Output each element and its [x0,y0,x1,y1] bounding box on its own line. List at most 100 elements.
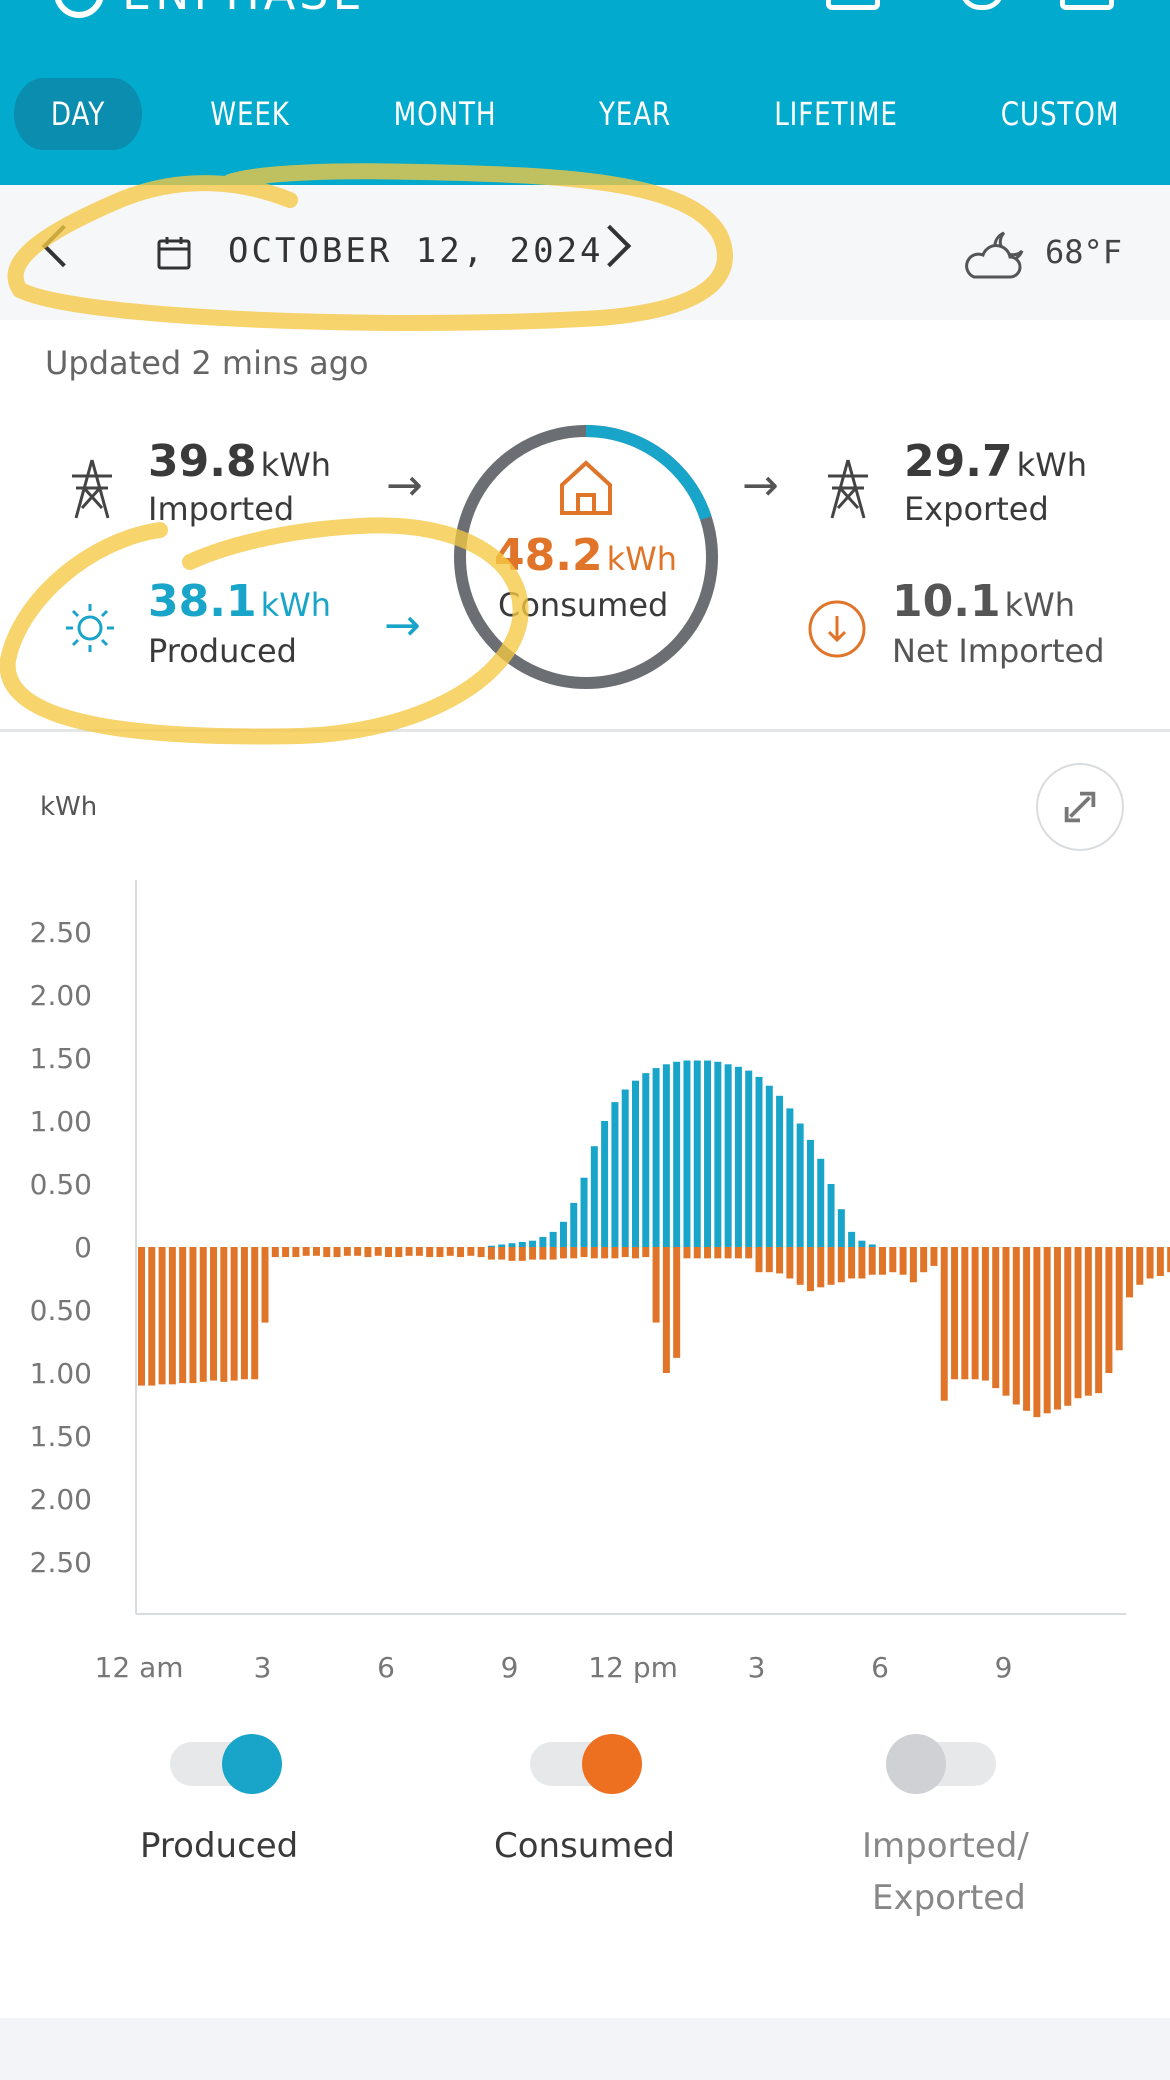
consumed-bar [364,1247,372,1258]
consumed-bar [426,1247,434,1258]
chart-ylabel: kWh [40,792,98,822]
transmission-tower-icon [72,459,112,519]
produced-bar [858,1240,866,1247]
calendar-icon[interactable] [156,235,192,271]
consumed-bar [786,1247,794,1279]
consumed-bar [930,1247,938,1266]
tab-year[interactable]: YEAR [598,95,672,133]
tab-month[interactable]: MONTH [393,95,497,133]
consumed-bar [168,1247,176,1385]
date-label[interactable]: OCTOBER 12, 2024 [228,231,604,271]
x-tick-label: 3 [748,1651,766,1684]
imported-unit: kWh [260,446,332,484]
x-tick-label: 12 pm [588,1651,678,1684]
consumed-bar [570,1247,578,1259]
produced-bar [734,1066,742,1247]
consumed-bar [405,1247,413,1256]
tab-lifetime[interactable]: LIFETIME [774,95,898,133]
consumed-bar [992,1247,1000,1389]
inbox-icon[interactable] [826,0,880,10]
consumed-bar [374,1247,382,1256]
consumed-label: Consumed [498,586,669,624]
produced-bar [683,1060,691,1247]
net-imported-number: 10.1 [892,576,1001,627]
house-icon [560,460,612,515]
consumed-bar [549,1247,557,1260]
consumed-bar [621,1247,629,1258]
toggle-knob [222,1734,282,1794]
consumed-bar [734,1247,742,1259]
consumed-bar [724,1247,732,1259]
consumed-value: 48.2 kWh [494,530,677,581]
consumed-bar [333,1247,341,1258]
temperature-label: 68°F [1045,233,1123,271]
consumed-toggle[interactable] [530,1734,642,1794]
chevron-left-icon[interactable] [41,224,85,268]
consumed-bar [138,1247,145,1386]
exported-value: 29.7 kWh [904,436,1087,487]
consumed-bar [271,1247,279,1258]
consumed-bar [477,1247,485,1258]
consumed-bar [1064,1247,1072,1406]
x-tick-label: 9 [995,1651,1013,1684]
produced-bar [724,1064,732,1247]
produced-bar [580,1177,588,1247]
produced-bar [817,1158,825,1247]
y-tick-label: 2.00 [30,1483,92,1516]
expand-icon[interactable] [1036,763,1124,851]
consumed-bar [920,1247,928,1273]
x-tick-label: 12 am [95,1651,184,1684]
produced-toggle[interactable] [170,1734,282,1794]
consumed-bar [240,1247,248,1380]
consumed-bar [518,1247,526,1261]
consumed-bars [138,1247,1170,1418]
consumed-bar [1084,1247,1092,1396]
consumed-bar [1033,1247,1041,1418]
produced-bar [755,1076,763,1247]
consumed-bar [1156,1247,1164,1276]
consumed-bar [611,1247,619,1259]
net-imported-unit: kWh [1004,586,1076,624]
arrow-right-icon: → [742,460,779,511]
partly-cloudy-night-icon [965,231,1024,279]
chat-icon[interactable] [1060,0,1114,10]
consumed-bar [971,1247,979,1380]
consumed-bar [755,1247,763,1273]
x-tick-label: 9 [501,1651,519,1684]
divider [0,729,1170,732]
consumed-bar [683,1247,691,1259]
consumed-bar [909,1247,917,1283]
produced-bar [765,1085,773,1247]
tab-week[interactable]: WEEK [210,95,290,133]
tab-day[interactable]: DAY [14,78,142,150]
consumed-bar [889,1247,897,1273]
consumed-number: 48.2 [494,530,603,581]
produced-bar [539,1236,547,1247]
produced-bar [601,1121,609,1247]
enphase-logo-icon [54,0,104,18]
y-tick-label: 0.50 [30,1168,92,1201]
consumed-bar [858,1247,866,1279]
consumed-bar [1053,1247,1061,1410]
y-tick-label: 1.00 [30,1105,92,1138]
imported-exported-toggle[interactable] [886,1734,996,1794]
produced-bar [632,1080,639,1247]
consumed-bar [1002,1247,1010,1396]
consumed-bar [343,1247,351,1256]
y-tick-label: 0.50 [30,1294,92,1327]
consumed-bar [940,1247,948,1401]
produced-bar [559,1221,567,1247]
consumed-bar [251,1247,259,1380]
tab-custom[interactable]: CUSTOM [1000,95,1120,133]
produced-bar [549,1231,557,1247]
y-tick-label: 0 [74,1231,92,1264]
app-header: ENPHASE DAY WEEK MONTH YEAR LIFETIME CUS… [0,0,1170,185]
exported-number: 29.7 [904,436,1013,487]
produced-bar [611,1102,619,1247]
consumed-bar [210,1247,218,1381]
consumed-bar [868,1247,876,1275]
phone-icon[interactable] [960,0,1004,10]
consumed-bar [642,1247,650,1258]
y-tick-label: 1.50 [30,1420,92,1453]
updated-label: Updated 2 mins ago [45,344,369,382]
